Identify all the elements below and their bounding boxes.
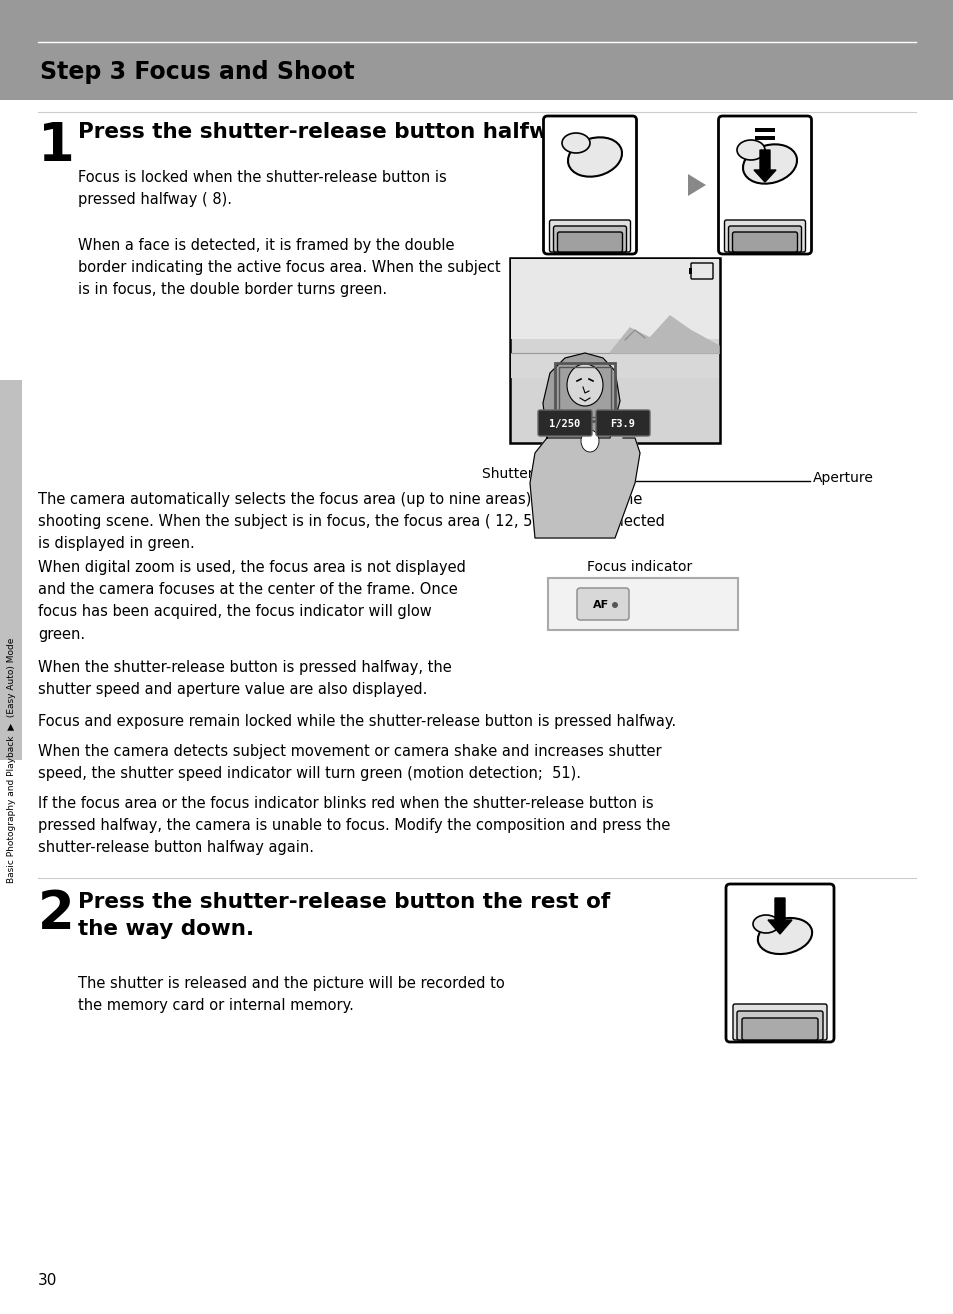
FancyBboxPatch shape [723,219,804,252]
FancyBboxPatch shape [553,226,626,252]
Bar [510,258,720,443]
Text: When the camera detects subject movement or camera shake and increases shutter
s: When the camera detects subject movement… [38,744,661,782]
FancyBboxPatch shape [577,587,628,620]
Text: Shutter speed: Shutter speed [482,466,579,481]
Text: Basic Photography and Playback  ▶  (Easy Auto) Mode: Basic Photography and Playback ▶ (Easy A… [7,637,15,883]
Bar [511,353,719,378]
FancyBboxPatch shape [537,410,592,436]
FancyBboxPatch shape [549,219,630,252]
Text: 1: 1 [38,120,74,172]
Bar [0,380,22,759]
FancyBboxPatch shape [557,233,622,252]
Text: When digital zoom is used, the focus area is not displayed
and the camera focuse: When digital zoom is used, the focus are… [38,560,465,641]
Text: Press the shutter-release button the rest of
the way down.: Press the shutter-release button the res… [78,892,610,940]
Text: When the shutter-release button is pressed halfway, the
shutter speed and apertu: When the shutter-release button is press… [38,660,452,698]
Text: AF: AF [593,600,608,610]
FancyBboxPatch shape [596,410,649,436]
Ellipse shape [566,364,602,406]
Text: F3.9: F3.9 [610,419,635,428]
Ellipse shape [567,138,621,176]
Text: If the focus area or the focus indicator blinks red when the shutter-release but: If the focus area or the focus indicator… [38,796,670,855]
Ellipse shape [742,145,796,184]
Text: 2: 2 [38,888,74,940]
Polygon shape [530,438,639,537]
Text: Focus and exposure remain locked while the shutter-release button is pressed hal: Focus and exposure remain locked while t… [38,714,676,729]
Bar [511,259,719,339]
FancyArrow shape [753,150,775,183]
FancyBboxPatch shape [737,1010,822,1039]
FancyBboxPatch shape [718,116,811,254]
Text: Focus is locked when the shutter-release button is
pressed halfway ( 8).: Focus is locked when the shutter-release… [78,170,446,208]
FancyBboxPatch shape [732,233,797,252]
Text: Press the shutter-release button halfway.: Press the shutter-release button halfway… [78,122,582,142]
FancyBboxPatch shape [725,884,833,1042]
Ellipse shape [580,430,598,452]
Ellipse shape [737,141,764,160]
Ellipse shape [757,918,811,954]
Text: Focus indicator: Focus indicator [587,560,692,574]
Text: The shutter is released and the picture will be recorded to
the memory card or i: The shutter is released and the picture … [78,976,504,1013]
Text: Step 3 Focus and Shoot: Step 3 Focus and Shoot [40,60,355,84]
Polygon shape [609,315,719,353]
Text: 30: 30 [38,1273,57,1288]
Bar [754,127,774,131]
Polygon shape [542,353,619,438]
FancyArrow shape [767,897,791,934]
FancyBboxPatch shape [728,226,801,252]
FancyBboxPatch shape [732,1004,826,1039]
Ellipse shape [752,915,779,933]
Bar [688,268,691,275]
FancyBboxPatch shape [543,116,636,254]
Bar [558,367,610,417]
Bar [547,578,738,629]
FancyBboxPatch shape [741,1018,817,1039]
Text: The camera automatically selects the focus area (up to nine areas) suitable to t: The camera automatically selects the foc… [38,491,664,552]
FancyArrow shape [659,173,705,196]
Circle shape [612,602,618,608]
Bar [555,363,615,420]
Text: Aperture: Aperture [812,470,873,485]
Bar [754,137,774,141]
Ellipse shape [561,133,589,152]
Text: When a face is detected, it is framed by the double
border indicating the active: When a face is detected, it is framed by… [78,238,500,297]
Bar [0,0,953,100]
Text: 1/250: 1/250 [549,419,580,428]
